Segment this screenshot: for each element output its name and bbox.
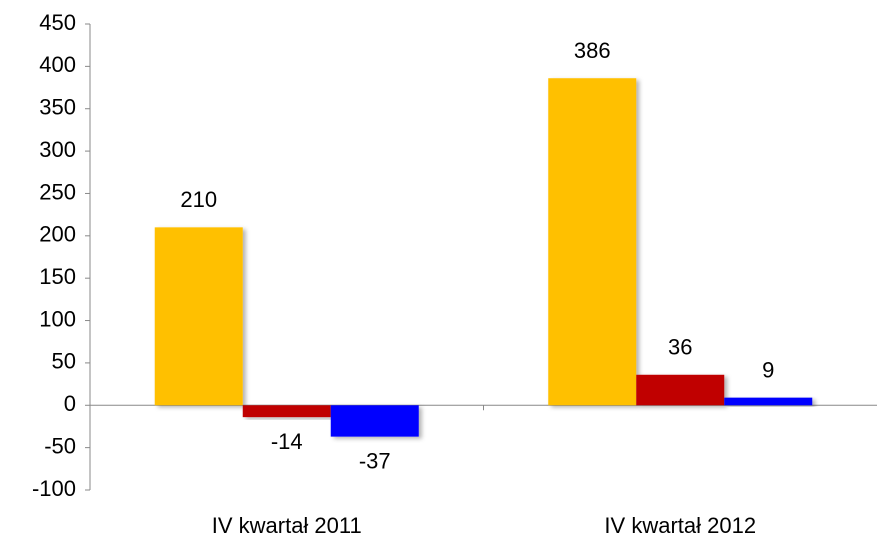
y-tick-label: 350 xyxy=(39,95,76,120)
bar xyxy=(636,374,725,406)
y-tick-label: 300 xyxy=(39,137,76,162)
bar xyxy=(724,397,813,406)
data-label: 36 xyxy=(668,335,692,360)
y-tick-label: 250 xyxy=(39,179,76,204)
x-tick-label: IV kwartał 2012 xyxy=(604,513,756,538)
data-label: 386 xyxy=(574,38,611,63)
y-tick-label: -100 xyxy=(32,476,76,501)
y-tick-label: 150 xyxy=(39,264,76,289)
y-tick-label: 0 xyxy=(64,391,76,416)
bar xyxy=(154,227,243,406)
data-label: -14 xyxy=(271,429,303,454)
y-tick-label: 200 xyxy=(39,222,76,247)
y-tick-label: 50 xyxy=(52,349,76,374)
data-label: -37 xyxy=(359,448,391,473)
y-tick-label: 100 xyxy=(39,306,76,331)
data-label: 210 xyxy=(180,187,217,212)
data-label: 9 xyxy=(762,357,774,382)
y-tick-label: 450 xyxy=(39,10,76,35)
y-tick-label: 400 xyxy=(39,52,76,77)
bar xyxy=(330,405,419,437)
bar xyxy=(548,78,637,406)
y-tick-label: -50 xyxy=(44,433,76,458)
bar xyxy=(242,405,331,418)
x-tick-label: IV kwartał 2011 xyxy=(212,513,362,538)
